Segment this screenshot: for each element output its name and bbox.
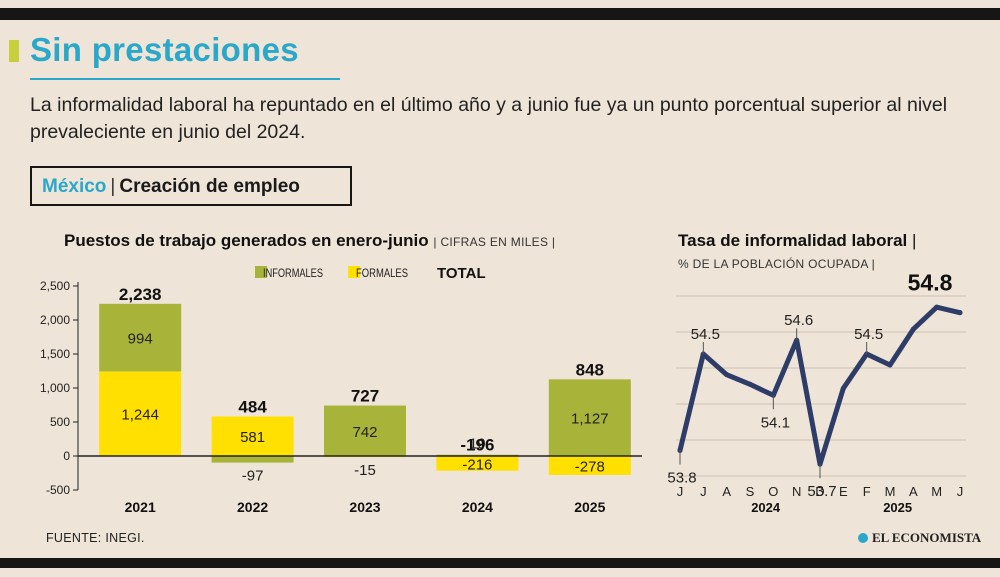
bar-formales-2022 <box>211 416 294 456</box>
bar-label-informales-2024: 19 <box>469 436 486 453</box>
line-chart-title: Tasa de informalidad laboral | <box>678 231 917 250</box>
x-month-label: F <box>863 484 871 499</box>
bar-label-informales-2021: 994 <box>128 331 153 348</box>
bar-label-formales-2023: -15 <box>354 462 376 479</box>
x-month-label: J <box>700 484 707 499</box>
y-tick-label: 500 <box>50 415 70 429</box>
bar-chart-title-text: Puestos de trabajo generados en enero-ju… <box>64 231 429 250</box>
x-month-label: S <box>746 484 755 499</box>
x-category-label: 2022 <box>237 499 268 515</box>
x-month-label: D <box>815 484 824 499</box>
logo-icon <box>858 533 868 543</box>
line-chart-title-text: Tasa de informalidad laboral <box>678 231 908 250</box>
legend-label-informales: INFORMALES <box>263 266 323 280</box>
x-category-label: 2021 <box>125 499 156 515</box>
bar-label-informales-2025: 1,127 <box>571 411 609 428</box>
point-label: 54.6 <box>784 312 813 329</box>
bar-informales-2025 <box>548 379 631 456</box>
top-border <box>0 8 1000 20</box>
y-tick-label: 2,000 <box>40 313 70 327</box>
x-year-label: 2024 <box>751 500 781 515</box>
data-point <box>957 310 963 316</box>
x-category-label: 2025 <box>574 499 605 515</box>
page-subtitle: La informalidad laboral ha repuntado en … <box>30 94 948 143</box>
point-label: 54.5 <box>691 326 720 343</box>
bar-formales-2021 <box>99 371 182 456</box>
point-label-last: 54.8 <box>908 270 953 296</box>
data-point <box>910 326 916 332</box>
badge-separator: | <box>110 176 116 197</box>
title-accent-mark <box>9 40 19 62</box>
x-month-label: A <box>722 484 731 499</box>
total-label-2025: 848 <box>576 360 604 379</box>
data-point <box>747 381 753 387</box>
x-category-label: 2023 <box>349 499 380 515</box>
y-tick-label: 1,500 <box>40 347 70 361</box>
data-point <box>934 304 940 310</box>
y-tick-label: 1,000 <box>40 381 70 395</box>
x-month-label: E <box>839 484 848 499</box>
bar-label-formales-2022: 581 <box>240 429 265 446</box>
informality-series-line <box>677 304 963 467</box>
badge-country: México <box>42 176 107 197</box>
line-chart-subtitle: % DE LA POBLACIÓN OCUPADA | <box>678 257 876 271</box>
x-month-label: M <box>885 484 896 499</box>
legend-label-total: TOTAL <box>437 265 486 282</box>
point-label: 54.1 <box>761 414 790 431</box>
legend-swatch-informales <box>255 266 267 278</box>
point-label: 54.5 <box>854 326 883 343</box>
bar-label-informales-2023: 742 <box>352 424 377 441</box>
x-month-label: J <box>957 484 964 499</box>
data-point <box>840 385 846 391</box>
badge-topic: Creación de empleo <box>119 176 300 197</box>
page-title: Sin prestaciones <box>30 31 299 68</box>
y-tick-label: -500 <box>46 483 70 497</box>
point-label: 53.7 <box>807 483 836 500</box>
x-month-label: N <box>792 484 801 499</box>
bar-formales-2025 <box>548 456 631 475</box>
bar-formales-2024 <box>436 456 519 471</box>
x-category-label: 2024 <box>462 499 493 515</box>
total-label-2023: 727 <box>351 387 379 406</box>
bar-informales-2021 <box>99 303 182 372</box>
y-tick-label: 2,500 <box>40 279 70 293</box>
total-label-2022: 484 <box>238 397 267 416</box>
legend-swatch-formales <box>348 266 360 278</box>
bar-label-formales-2025: -278 <box>575 458 605 475</box>
legend-label-formales: FORMALES <box>356 266 408 280</box>
source-note: FUENTE: INEGI. <box>46 531 145 545</box>
point-label: 53.8 <box>667 469 696 486</box>
bar-label-formales-2021: 1,244 <box>121 407 159 424</box>
x-month-label: M <box>931 484 942 499</box>
bar-label-informales-2022: -97 <box>242 468 264 485</box>
section-badge: México | Creación de empleo <box>30 166 352 206</box>
title-underline <box>30 78 340 80</box>
x-month-label: A <box>909 484 918 499</box>
y-tick-label: 0 <box>63 449 70 463</box>
total-label-2024: -196 <box>460 436 494 455</box>
bar-informales-2023 <box>324 405 406 456</box>
bar-label-formales-2024: -216 <box>462 456 492 473</box>
bar-chart-title: Puestos de trabajo generados en enero-ju… <box>64 231 555 251</box>
total-label-2021: 2,238 <box>119 285 162 304</box>
bar-informales-2022 <box>211 456 294 463</box>
logo-text: EL ECONOMISTA <box>872 530 982 545</box>
x-month-label: J <box>677 484 684 499</box>
bar-chart-subtitle: | CIFRAS EN MILES | <box>433 235 556 249</box>
publisher-logo: EL ECONOMISTA <box>858 530 981 546</box>
data-point <box>887 362 893 368</box>
bottom-border <box>0 558 1000 568</box>
x-year-label: 2025 <box>883 500 912 515</box>
data-point <box>724 372 730 378</box>
x-month-label: O <box>768 484 778 499</box>
